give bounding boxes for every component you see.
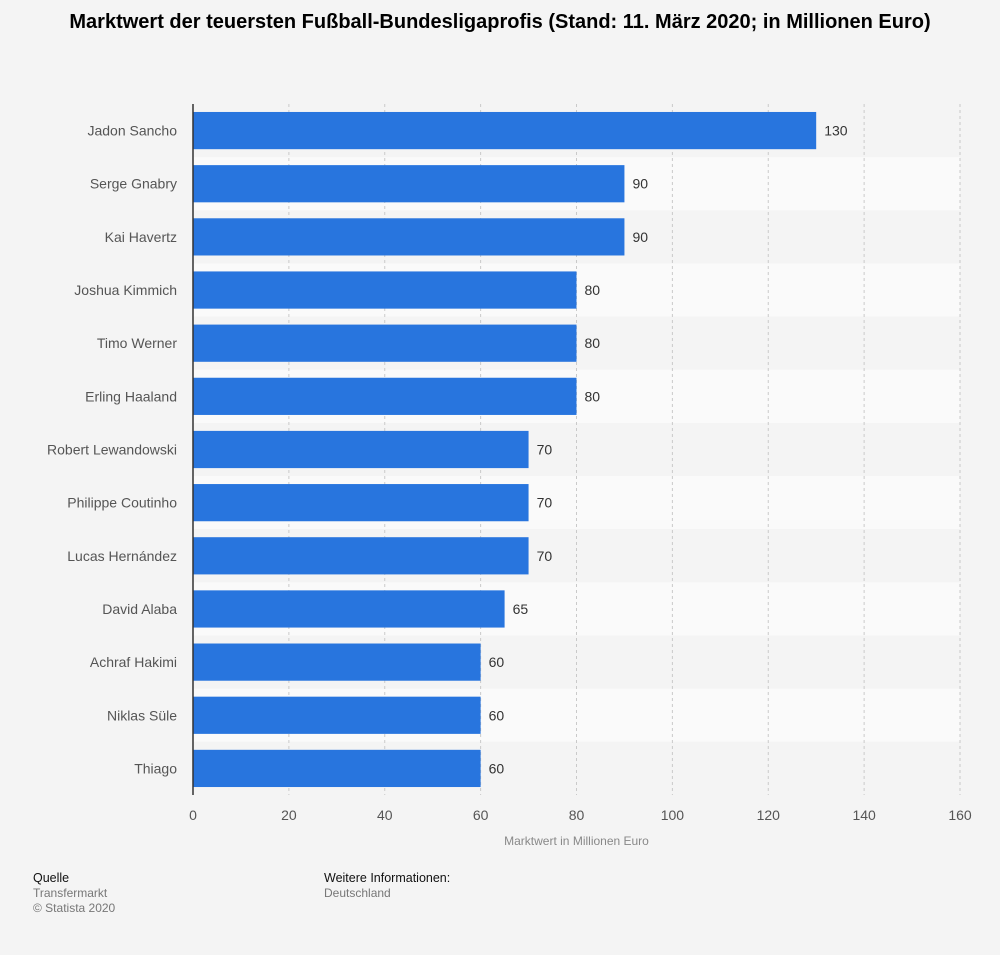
x-tick-label: 0 (189, 807, 197, 823)
category-label: Erling Haaland (85, 388, 177, 404)
bar (193, 590, 505, 628)
bar (193, 749, 481, 788)
category-label: Lucas Hernández (67, 548, 177, 564)
bar (193, 430, 529, 469)
source-label: Quelle (33, 871, 70, 885)
x-tick-label: 140 (852, 807, 876, 823)
data-label: 80 (585, 388, 601, 404)
bar (193, 111, 817, 150)
data-label: 60 (489, 654, 505, 670)
category-label: Jadon Sancho (87, 123, 177, 139)
category-label: David Alaba (102, 601, 177, 617)
x-tick-label: 60 (473, 807, 489, 823)
category-label: Robert Lewandowski (47, 442, 177, 458)
data-label: 70 (537, 548, 553, 564)
data-label: 80 (585, 282, 601, 298)
x-tick-label: 20 (281, 807, 297, 823)
source-section: Quelle Transfermarkt © Statista 2020 (33, 871, 115, 916)
data-label: 130 (824, 123, 848, 139)
source-name[interactable]: Transfermarkt (33, 886, 108, 900)
x-tick-label: 80 (569, 807, 585, 823)
bar (193, 643, 481, 681)
category-label: Serge Gnabry (90, 176, 177, 192)
x-tick-label: 160 (948, 807, 972, 823)
bar (193, 218, 625, 256)
x-tick-label: 120 (757, 807, 781, 823)
bar (193, 377, 577, 415)
bar (193, 484, 529, 522)
category-label: Joshua Kimmich (74, 282, 177, 298)
data-label: 65 (513, 601, 529, 617)
data-label: 80 (585, 335, 601, 351)
bar (193, 324, 577, 362)
data-label: 70 (537, 495, 553, 511)
info-section: Weitere Informationen: Deutschland (324, 871, 450, 901)
info-value: Deutschland (324, 886, 391, 900)
category-label: Thiago (134, 760, 177, 776)
category-label: Kai Havertz (105, 229, 177, 245)
category-label: Niklas Süle (107, 707, 177, 723)
x-axis-title: Marktwert in Millionen Euro (504, 834, 649, 848)
data-label: 60 (489, 707, 505, 723)
copyright-text: © Statista 2020 (33, 901, 116, 915)
category-label: Achraf Hakimi (90, 654, 177, 670)
x-tick-label: 100 (661, 807, 685, 823)
bar-chart: Jadon Sancho 130 Serge Gnabry 90 Kai Havertz… (47, 104, 972, 848)
info-label: Weitere Informationen: (324, 871, 451, 885)
bar (193, 537, 529, 575)
data-label: 90 (632, 176, 648, 192)
category-label: Timo Werner (97, 335, 177, 351)
category-label: Philippe Coutinho (67, 495, 177, 511)
bar (193, 165, 625, 203)
data-label: 70 (537, 442, 553, 458)
bar (193, 271, 577, 309)
data-label: 90 (632, 229, 648, 245)
chart-title: Marktwert der teuersten Fußball-Bundesli… (69, 11, 931, 33)
data-label: 60 (489, 760, 505, 776)
x-tick-label: 40 (377, 807, 393, 823)
bar (193, 696, 481, 734)
